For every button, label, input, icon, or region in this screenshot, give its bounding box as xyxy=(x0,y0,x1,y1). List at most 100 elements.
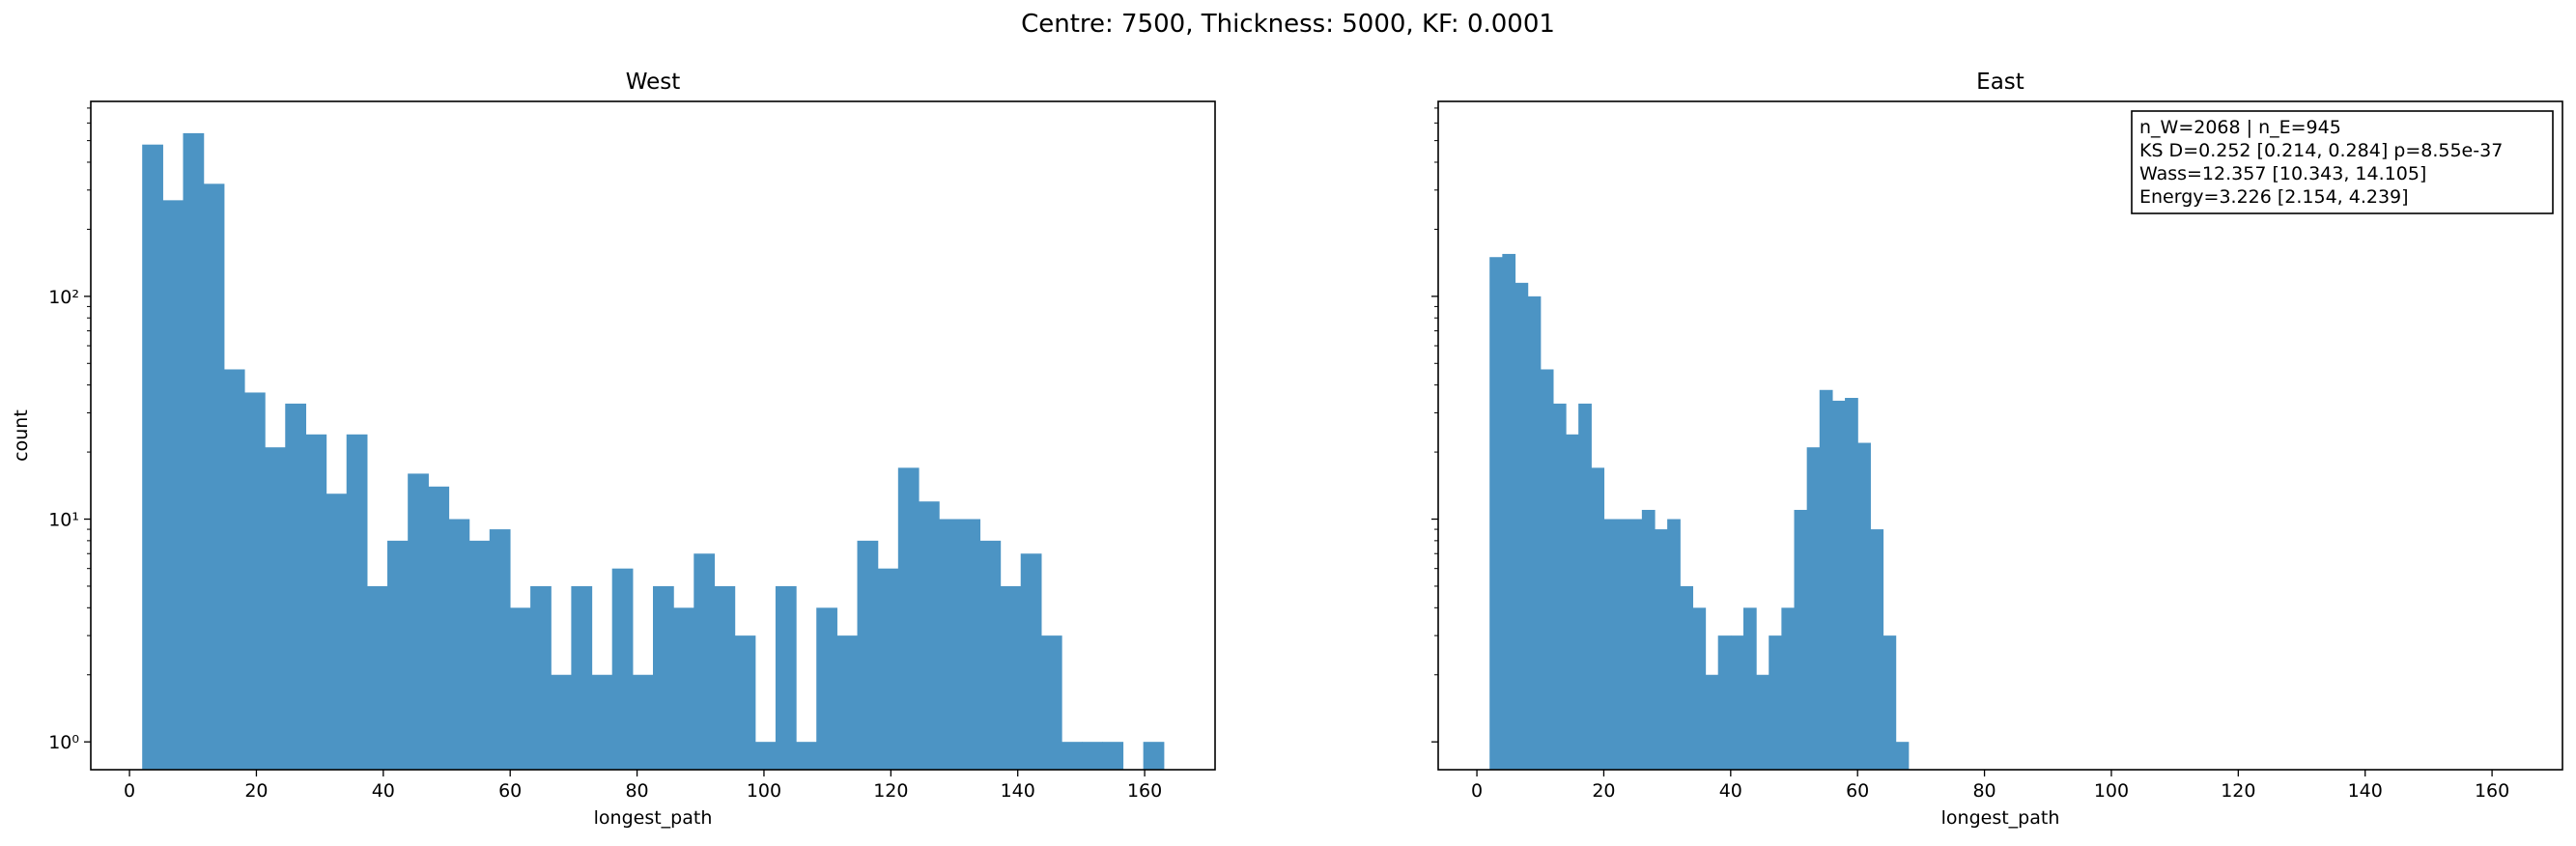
y-tick-label: 10² xyxy=(48,287,79,308)
histogram-bar xyxy=(1502,253,1516,770)
histogram-bar xyxy=(551,674,572,770)
axes-frame xyxy=(90,100,1216,771)
histogram-bar xyxy=(918,501,940,770)
histogram-bar xyxy=(1616,519,1630,770)
histogram-bar xyxy=(1062,742,1083,770)
histogram-bar xyxy=(530,585,552,770)
x-tick-label: 80 xyxy=(625,780,648,802)
histogram-bar xyxy=(1819,389,1833,770)
y-tick-label: 10¹ xyxy=(48,510,79,531)
histogram-bar xyxy=(1742,607,1757,770)
x-tick-label: 20 xyxy=(1592,780,1615,802)
x-tick-label: 100 xyxy=(747,780,781,802)
x-tick-label: 20 xyxy=(244,780,268,802)
figure-title: Centre: 7500, Thickness: 5000, KF: 0.000… xyxy=(1021,10,1555,39)
histogram-bar xyxy=(408,473,429,770)
histogram-bar xyxy=(1845,398,1858,770)
histogram-bar xyxy=(1781,607,1796,770)
histogram-bar xyxy=(1040,635,1062,770)
histogram-bar xyxy=(1769,635,1782,770)
x-tick-label: 160 xyxy=(2475,780,2509,802)
histogram-bar xyxy=(754,742,777,770)
histogram-bar xyxy=(897,467,920,770)
histogram-bar xyxy=(1641,509,1656,770)
histogram-bar xyxy=(468,540,491,770)
histogram-bar xyxy=(632,674,654,770)
histogram-bar xyxy=(836,635,859,770)
histogram-bar xyxy=(1654,529,1668,770)
axes-title: East xyxy=(1976,70,2024,95)
histogram-bar xyxy=(694,553,716,770)
x-tick-label: 60 xyxy=(1846,780,1869,802)
x-tick-label: 40 xyxy=(1719,780,1742,802)
histogram-bar xyxy=(203,183,225,771)
histogram-bar xyxy=(1756,674,1769,770)
histogram-bar xyxy=(1591,467,1605,770)
histogram-bar xyxy=(1082,742,1103,770)
histogram-bar xyxy=(877,568,899,770)
histogram-bar xyxy=(959,519,981,770)
histogram-bar xyxy=(183,132,205,770)
histogram-bar xyxy=(162,200,184,771)
histogram-bar xyxy=(939,519,960,770)
histogram-bar xyxy=(1870,529,1884,770)
histogram-bar xyxy=(142,144,163,770)
histogram-bar xyxy=(489,529,511,770)
histogram-bar xyxy=(1000,585,1022,770)
x-tick-label: 140 xyxy=(1001,780,1035,802)
x-tick-label: 120 xyxy=(2221,780,2255,802)
histogram-bar xyxy=(1806,447,1821,770)
histogram-bar xyxy=(1717,635,1732,770)
stats-annotation-box xyxy=(2131,110,2554,214)
histogram-bar xyxy=(1667,519,1681,770)
histogram-bar xyxy=(1489,257,1503,770)
histogram-bar xyxy=(1882,635,1897,770)
histogram-bar xyxy=(979,540,1002,770)
histogram-bar xyxy=(346,434,368,770)
histogram-bar xyxy=(1895,742,1910,770)
histogram-bar xyxy=(509,607,531,770)
histogram-bar xyxy=(714,585,736,770)
histogram-bar xyxy=(1603,519,1618,770)
histogram-bar xyxy=(1102,742,1124,770)
histogram-bar xyxy=(366,585,388,770)
x-tick-label: 0 xyxy=(124,780,135,802)
histogram-bar xyxy=(326,494,348,770)
histogram-bar xyxy=(1527,296,1542,770)
histogram-bar xyxy=(448,519,470,770)
histogram-bar xyxy=(571,585,593,770)
histogram-bar xyxy=(1020,553,1042,770)
histogram-bar xyxy=(1540,369,1554,770)
histogram-bar xyxy=(1857,442,1871,770)
axes-frame xyxy=(1437,100,2563,771)
x-tick-label: 100 xyxy=(2094,780,2129,802)
histogram-bar xyxy=(775,585,797,770)
histogram-bar xyxy=(857,540,879,770)
histogram-bar xyxy=(1692,607,1707,770)
x-tick-label: 160 xyxy=(1127,780,1162,802)
histogram-bar xyxy=(243,392,266,770)
histogram-bar xyxy=(1514,282,1529,770)
histogram-bar xyxy=(1680,585,1694,770)
histogram-bar xyxy=(1794,509,1808,770)
stats-annotation-line: Energy=3.226 [2.154, 4.239] xyxy=(2139,186,2409,208)
histogram-bar xyxy=(611,568,634,770)
histogram-bar xyxy=(428,486,450,770)
stats-annotation-line: KS D=0.252 [0.214, 0.284] p=8.55e-37 xyxy=(2139,140,2503,161)
histogram-bar xyxy=(1705,674,1719,770)
histogram-bar xyxy=(1566,434,1579,770)
histogram-bar xyxy=(734,635,756,770)
histogram-bar xyxy=(387,540,409,770)
histogram-bar xyxy=(673,607,694,770)
x-tick-label: 140 xyxy=(2348,780,2383,802)
axes-title: West xyxy=(626,70,681,95)
stats-annotation-line: Wass=12.357 [10.343, 14.105] xyxy=(2139,163,2426,184)
x-axis-label: longest_path xyxy=(1941,807,2060,829)
histogram-bar xyxy=(1552,403,1567,770)
x-tick-label: 80 xyxy=(1972,780,1996,802)
histogram-bar xyxy=(1831,400,1846,770)
histogram-bar xyxy=(1578,403,1592,770)
histogram-bar xyxy=(265,447,286,770)
